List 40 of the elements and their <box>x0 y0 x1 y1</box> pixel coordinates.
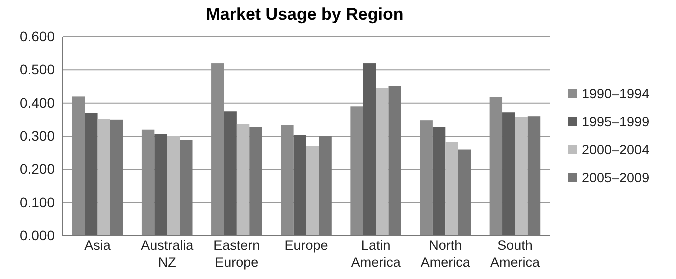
y-tick-label: 0.000 <box>20 227 56 244</box>
bar <box>294 135 306 236</box>
x-tick-label: Asia <box>84 238 112 253</box>
y-tick-label: 0.200 <box>20 161 56 178</box>
x-tick-label: South America <box>490 238 540 270</box>
bar <box>432 127 446 236</box>
bar <box>98 119 110 236</box>
bar <box>306 146 320 236</box>
bar <box>376 88 389 236</box>
bar <box>212 64 224 236</box>
bar <box>167 136 180 236</box>
bar <box>154 134 168 236</box>
legend-label: 2005–2009 <box>582 170 650 186</box>
bar <box>446 142 458 236</box>
bar <box>236 124 250 236</box>
bar <box>502 112 516 236</box>
bar <box>490 97 503 236</box>
y-tick-label: 0.100 <box>20 194 56 210</box>
bar <box>350 106 364 236</box>
y-tick-label: 0.400 <box>20 94 56 111</box>
bar <box>224 112 237 236</box>
y-tick-label: 0.300 <box>20 128 56 144</box>
bar <box>420 120 433 236</box>
chart-title: Market Usage by Region <box>206 5 404 24</box>
bar <box>515 117 528 236</box>
x-tick-label: Eastern Europe <box>214 238 260 270</box>
bar <box>281 125 294 236</box>
legend-label: 2000–2004 <box>582 142 650 158</box>
bar <box>142 130 155 236</box>
x-tick-label: Australia NZ <box>141 238 194 270</box>
x-tick-label: North America <box>420 238 471 270</box>
x-tick-label: Latin America <box>351 238 402 270</box>
legend-label: 1990–1994 <box>582 86 650 102</box>
bar <box>72 96 86 236</box>
x-tick-label: Europe <box>284 238 328 253</box>
y-tick-label: 0.600 <box>20 28 56 44</box>
legend-label: 1995–1999 <box>582 114 650 130</box>
bar <box>363 64 376 236</box>
bar <box>85 113 98 236</box>
y-tick-label: 0.500 <box>20 62 56 78</box>
